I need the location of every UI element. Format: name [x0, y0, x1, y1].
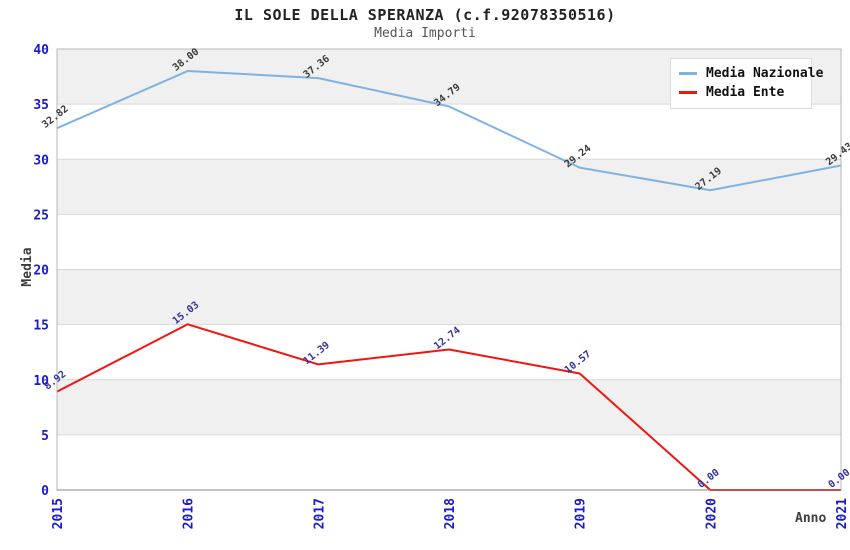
- series-line-0: [56, 70, 842, 192]
- x-tick-label: 2016: [182, 498, 197, 529]
- legend-label: Media Nazionale: [706, 66, 824, 81]
- grid-band: [57, 214, 841, 270]
- x-tick-label: 2018: [443, 498, 458, 529]
- grid-band: [57, 324, 841, 380]
- chart-title: IL SOLE DELLA SPERANZA (c.f.92078350516): [234, 6, 616, 24]
- y-tick-label: 15: [33, 319, 49, 334]
- legend-item-0: Media Nazionale: [679, 64, 823, 83]
- y-tick-label: 35: [33, 98, 49, 113]
- grid-band: [57, 159, 841, 215]
- legend-swatch-icon: [679, 72, 697, 75]
- y-axis-title: Media: [20, 247, 35, 287]
- y-tick-label: 10: [33, 374, 49, 389]
- grid-band: [57, 269, 841, 325]
- x-tick-label: 2020: [704, 498, 719, 529]
- grid-band: [57, 104, 841, 160]
- grid-band: [57, 379, 841, 435]
- legend-swatch-icon: [679, 91, 697, 94]
- legend-item-1: Media Ente: [679, 83, 811, 102]
- legend-label: Media Ente: [706, 85, 785, 100]
- y-tick-label: 0: [41, 484, 49, 499]
- x-tick-label: 2015: [51, 498, 66, 529]
- x-tick-label: 2019: [574, 498, 589, 529]
- y-tick-label: 25: [33, 208, 49, 223]
- legend: Media Nazionale Media Ente: [670, 58, 823, 109]
- y-tick-label: 40: [33, 43, 49, 58]
- y-tick-label: 30: [33, 153, 49, 168]
- y-tick-label: 20: [33, 264, 49, 279]
- chart-subtitle: Media Importi: [374, 26, 476, 41]
- x-tick-label: 2021: [835, 498, 850, 529]
- y-tick-label: 5: [41, 429, 49, 444]
- x-tick-label: 2017: [312, 498, 327, 529]
- grid-band: [57, 434, 841, 490]
- x-axis-title: Anno: [795, 511, 827, 526]
